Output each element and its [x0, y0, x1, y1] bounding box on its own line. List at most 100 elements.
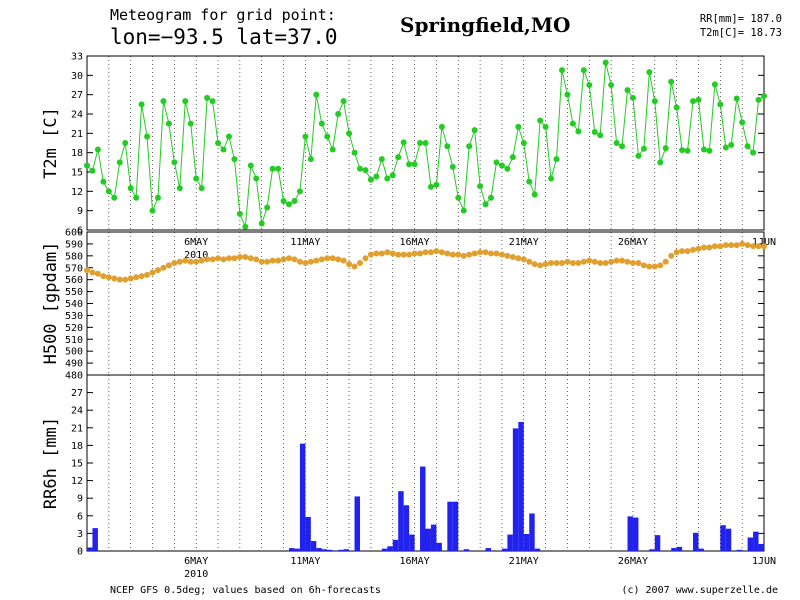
- h500-point: [504, 252, 511, 259]
- t2m-point: [679, 147, 686, 154]
- rr6h-bar: [354, 496, 360, 551]
- h500-point: [171, 259, 178, 266]
- t2m-point: [417, 140, 424, 146]
- h500-axis-label: H500 [gpdam]: [41, 242, 61, 365]
- h500-point: [488, 250, 495, 257]
- t2m-point: [154, 194, 161, 201]
- t2m-point: [755, 96, 762, 103]
- rr6h-bar: [343, 549, 350, 551]
- rr6h-ytick-label: 27: [71, 388, 83, 399]
- rr6h-bar: [398, 491, 404, 551]
- t2m-point: [231, 156, 238, 163]
- rr6h-bar: [693, 532, 699, 551]
- rr6h-bar: [485, 548, 492, 551]
- h500-point: [127, 275, 134, 282]
- t2m-point: [198, 185, 205, 192]
- h500-point: [116, 276, 123, 283]
- h500-point: [438, 249, 445, 256]
- h500-ytick-label: 570: [65, 263, 83, 274]
- h500-point: [236, 254, 243, 261]
- h500-point: [286, 255, 293, 262]
- t2m-point: [619, 143, 626, 150]
- rr6h-bar: [720, 525, 726, 551]
- t2m-point: [477, 183, 484, 190]
- h500-point: [427, 249, 434, 256]
- t2m-ytick-label: 12: [71, 187, 83, 198]
- t2m-point: [176, 185, 183, 192]
- t2m-point: [662, 145, 669, 152]
- h500-point: [717, 243, 724, 250]
- rr6h-bar: [753, 531, 759, 551]
- h500-point: [608, 258, 615, 265]
- h500-point: [460, 252, 467, 259]
- h500-point: [646, 263, 653, 270]
- rr6h-bar: [463, 549, 470, 551]
- h500-ytick-label: 530: [65, 311, 83, 322]
- h500-point: [340, 257, 347, 264]
- rr6h-bar: [534, 548, 541, 551]
- t2m-ytick-label: 21: [71, 129, 83, 140]
- h500-point: [149, 269, 156, 276]
- t2m-point: [509, 154, 516, 161]
- rr6h-bar: [447, 501, 453, 551]
- h500-point: [302, 259, 309, 266]
- h500-point: [313, 257, 320, 264]
- h500-point: [624, 258, 631, 265]
- t2m-point: [182, 98, 189, 105]
- h500-point: [406, 251, 413, 258]
- rr6h-bar: [289, 548, 295, 551]
- h500-point: [575, 259, 582, 266]
- h500-ytick-label: 560: [65, 275, 83, 286]
- rr6h-bar: [736, 549, 743, 551]
- h500-xtick-label: 16MAY: [400, 237, 430, 248]
- t2m-ytick-label: 27: [71, 90, 83, 101]
- t2m-point: [225, 133, 232, 140]
- t2m-point: [422, 140, 429, 146]
- t2m-point: [608, 82, 615, 88]
- h500-point: [329, 255, 336, 262]
- h500-point: [591, 258, 598, 265]
- h500-ytick-label: 500: [65, 347, 83, 358]
- h500-point: [586, 257, 593, 264]
- rr6h-ytick-label: 6: [77, 511, 83, 522]
- h500-point: [105, 274, 112, 281]
- h500-point: [668, 252, 675, 259]
- h500-point: [755, 243, 762, 250]
- rr6h-ytick-label: 24: [71, 406, 83, 417]
- t2m-point: [438, 123, 445, 130]
- rr6h-x-labels: 6MAY 2010 11MAY 16MAY 21MAY 26MAY 1JUN: [184, 556, 776, 580]
- t2m-point: [384, 175, 391, 182]
- t2m-point: [673, 104, 680, 111]
- t2m-point: [291, 198, 298, 204]
- rr6h-bar: [654, 535, 661, 551]
- rr6h-bar: [747, 537, 754, 551]
- h500-point: [204, 256, 211, 263]
- rr6h-ytick-label: 15: [71, 459, 83, 470]
- h500-point: [728, 242, 735, 249]
- t2m-ytick-label: 9: [77, 206, 83, 217]
- h500-xtick-year: 2010: [184, 250, 208, 261]
- h500-point: [100, 273, 107, 280]
- h500-point: [324, 255, 331, 262]
- t2m-point: [444, 143, 451, 150]
- t2m-point: [215, 140, 222, 146]
- t2m-point: [346, 130, 353, 137]
- t2m-ytick-label: 18: [71, 148, 83, 159]
- h500-point: [548, 259, 555, 266]
- h500-ytick-label: 510: [65, 335, 83, 346]
- t2m-point: [389, 172, 396, 179]
- t2m-point: [580, 67, 587, 74]
- t2m-series: [84, 59, 767, 230]
- rr6h-bar: [305, 516, 311, 551]
- t2m-point: [94, 146, 101, 153]
- t2m-point: [646, 69, 653, 76]
- h500-point: [187, 258, 194, 265]
- h500-point: [542, 261, 549, 268]
- h500-point: [651, 263, 658, 270]
- t2m-point: [356, 165, 363, 172]
- h500-ytick-label: 590: [65, 239, 83, 250]
- h500-point: [635, 259, 642, 266]
- t2m-point: [761, 92, 767, 99]
- rr6h-bar: [310, 541, 317, 551]
